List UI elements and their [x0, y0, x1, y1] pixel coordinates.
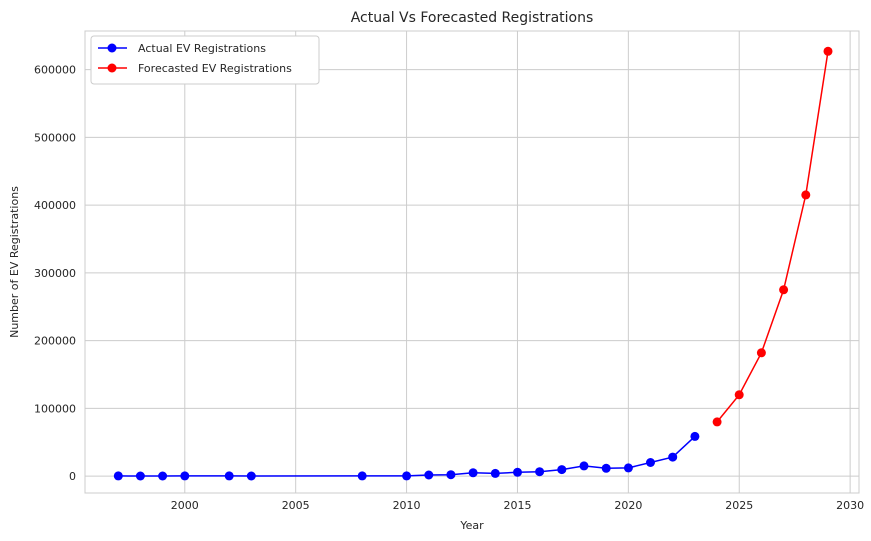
- data-point: [535, 467, 545, 477]
- data-point: [246, 471, 256, 481]
- series-points: [113, 46, 833, 481]
- x-tick-label: 2000: [171, 499, 199, 512]
- data-point: [623, 463, 633, 473]
- data-point: [180, 471, 190, 481]
- data-point: [646, 458, 655, 467]
- y-tick-label: 0: [69, 470, 76, 483]
- data-point: [224, 471, 234, 481]
- data-point: [557, 465, 567, 475]
- data-point: [424, 470, 434, 480]
- y-tick-label: 100000: [34, 402, 76, 415]
- legend-label-actual: Actual EV Registrations: [138, 42, 266, 55]
- chart-title: Actual Vs Forecasted Registrations: [351, 10, 594, 26]
- data-point: [801, 190, 811, 200]
- data-point: [734, 390, 744, 400]
- data-point: [468, 468, 478, 478]
- y-tick-label: 300000: [34, 267, 76, 280]
- legend-marker-forecast: [107, 63, 117, 73]
- data-point: [690, 431, 700, 441]
- grid: [85, 31, 859, 493]
- data-point: [113, 471, 123, 481]
- x-tick-label: 2025: [725, 499, 753, 512]
- data-point: [579, 461, 589, 471]
- x-tick-label: 2010: [393, 499, 421, 512]
- y-tick-label: 500000: [34, 131, 76, 144]
- y-tick-label: 600000: [34, 64, 76, 77]
- y-tick-label: 200000: [34, 335, 76, 348]
- data-point: [490, 468, 500, 478]
- data-point: [513, 467, 522, 477]
- series-line-1: [716, 51, 829, 423]
- x-tick-label: 2020: [614, 499, 642, 512]
- x-axis-label: Year: [459, 519, 484, 532]
- legend: Actual EV Registrations Forecasted EV Re…: [90, 35, 320, 85]
- legend-label-forecast: Forecasted EV Registrations: [138, 62, 292, 75]
- y-tick-label: 400000: [34, 199, 76, 212]
- data-point: [135, 471, 145, 481]
- data-point: [756, 348, 766, 358]
- data-point: [158, 471, 168, 481]
- y-axis-ticks: 0 100000 200000 300000 400000 500000 600000: [34, 64, 76, 483]
- data-point: [357, 471, 367, 481]
- data-point: [779, 285, 789, 295]
- data-point: [712, 417, 722, 427]
- y-axis-label: Number of EV Registrations: [8, 186, 21, 338]
- plot-area: [84, 30, 860, 494]
- x-tick-label: 2030: [836, 499, 864, 512]
- x-tick-label: 2015: [503, 499, 531, 512]
- data-point: [823, 46, 833, 56]
- x-tick-label: 2005: [282, 499, 310, 512]
- data-point: [446, 470, 456, 480]
- legend-marker-actual: [107, 43, 117, 53]
- data-point: [402, 471, 412, 481]
- x-axis-ticks: 2000 2005 2010 2015 2020 2025 2030: [171, 499, 864, 512]
- legend-box: [90, 35, 320, 85]
- data-point: [668, 452, 678, 462]
- data-point: [601, 463, 611, 473]
